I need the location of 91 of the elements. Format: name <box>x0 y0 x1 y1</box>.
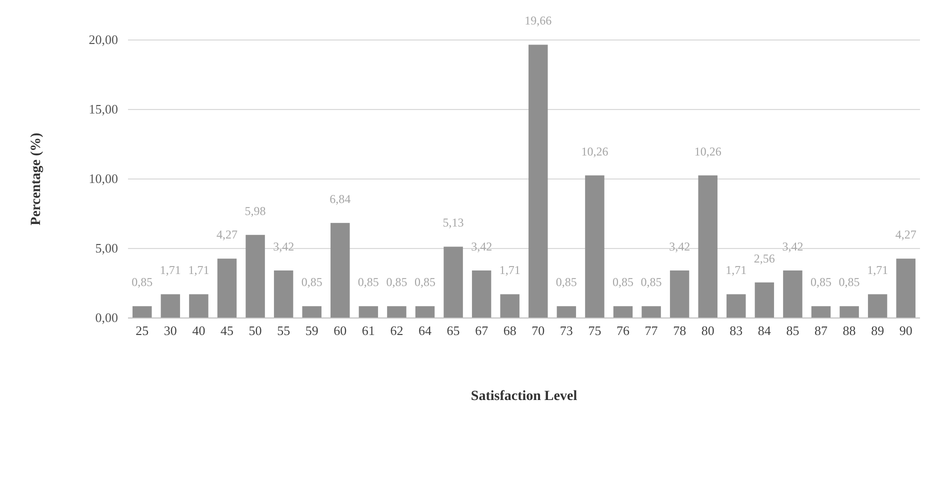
bar <box>246 234 265 318</box>
bar <box>726 294 746 318</box>
x-tick-label: 83 <box>730 323 743 338</box>
data-label: 3,42 <box>471 239 492 254</box>
bar <box>642 306 661 318</box>
x-tick-label: 88 <box>842 323 856 338</box>
bar <box>330 222 350 318</box>
data-label: 5,98 <box>244 204 266 218</box>
x-tick-label: 70 <box>532 323 545 338</box>
data-label: 1,71 <box>726 263 747 278</box>
y-tick-label: 15,00 <box>88 102 118 117</box>
data-label: 0,85 <box>132 275 153 290</box>
data-label: 0,85 <box>612 275 634 290</box>
x-tick-label: 61 <box>362 323 375 338</box>
x-tick-label: 85 <box>786 323 800 338</box>
bar <box>754 282 774 318</box>
bar <box>217 258 237 318</box>
data-label: 1,71 <box>160 263 181 278</box>
x-tick-label: 60 <box>334 323 347 338</box>
y-axis-title: Percentage (%) <box>29 132 44 226</box>
x-tick-label: 65 <box>446 323 460 338</box>
bar <box>840 306 859 318</box>
data-label: 4,27 <box>895 228 916 242</box>
bar <box>274 270 294 318</box>
bar <box>811 306 831 318</box>
bar <box>670 270 690 318</box>
data-label: 3,42 <box>669 239 690 254</box>
bar <box>472 270 492 318</box>
x-tick-label: 73 <box>560 323 573 338</box>
y-tick-label: 10,00 <box>88 171 118 186</box>
x-tick-label: 67 <box>475 323 489 338</box>
bar <box>528 44 548 318</box>
bar <box>585 175 604 318</box>
data-label: 1,71 <box>188 263 210 278</box>
x-tick-label: 45 <box>220 323 234 338</box>
x-tick-label: 68 <box>503 323 516 338</box>
x-tick-label: 89 <box>871 323 884 338</box>
bar <box>358 306 378 318</box>
data-label: 0,85 <box>838 275 860 290</box>
bar <box>387 306 406 318</box>
x-tick-label: 84 <box>758 323 772 338</box>
bar <box>415 306 435 318</box>
data-label: 0,85 <box>810 275 832 290</box>
y-tick-label: 0,00 <box>95 310 118 326</box>
data-label: 1,71 <box>867 263 888 278</box>
x-tick-label: 75 <box>588 323 602 338</box>
data-label: 1,71 <box>499 263 520 278</box>
data-label: 10,26 <box>581 144 608 158</box>
data-label: 0,85 <box>301 275 322 290</box>
bar <box>132 306 152 318</box>
x-tick-label: 50 <box>248 323 262 338</box>
x-tick-label: 40 <box>192 323 206 338</box>
bar <box>160 294 180 318</box>
data-label: 19,66 <box>524 14 552 28</box>
x-tick-label: 78 <box>673 323 686 338</box>
bar <box>556 306 576 318</box>
y-tick-label: 20,00 <box>88 32 118 48</box>
y-tick-label: 5,00 <box>95 240 118 256</box>
x-tick-label: 25 <box>136 323 149 338</box>
bar <box>698 175 718 318</box>
data-label: 5,13 <box>442 216 464 230</box>
bar <box>868 294 888 318</box>
data-label: 0,85 <box>414 275 436 290</box>
bar <box>783 270 802 318</box>
x-tick-label: 80 <box>701 323 714 338</box>
data-label: 0,85 <box>386 275 408 290</box>
x-tick-label: 62 <box>390 323 404 338</box>
data-label: 10,26 <box>694 144 722 158</box>
x-tick-label: 76 <box>616 323 630 338</box>
bar <box>613 306 633 318</box>
data-label: 3,42 <box>273 239 294 254</box>
x-tick-label: 55 <box>277 323 290 338</box>
data-label: 3,42 <box>782 239 804 254</box>
bar <box>444 246 463 318</box>
data-label: 4,27 <box>216 228 238 242</box>
data-label: 0,85 <box>358 275 379 290</box>
data-label: 0,85 <box>556 275 577 290</box>
x-tick-label: 59 <box>305 323 318 338</box>
bar <box>500 294 520 318</box>
x-tick-label: 77 <box>644 323 658 338</box>
x-axis-title: Satisfaction Level <box>470 389 578 404</box>
data-label: 6,84 <box>330 192 351 206</box>
bar <box>896 258 916 318</box>
bar <box>302 306 322 318</box>
x-tick-label: 90 <box>899 323 912 338</box>
x-tick-label: 64 <box>418 323 432 338</box>
data-label: 0,85 <box>640 275 662 290</box>
x-tick-label: 30 <box>164 323 177 338</box>
x-tick-label: 87 <box>814 323 828 338</box>
data-label: 2,56 <box>754 251 775 266</box>
bar <box>189 294 208 318</box>
